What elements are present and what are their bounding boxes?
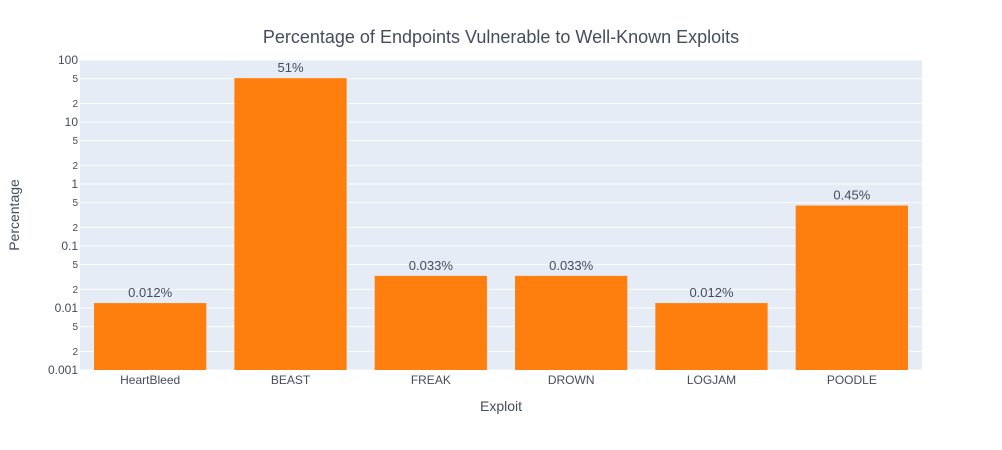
bar-freak [374,275,487,370]
y-tick-label: 10 [65,115,79,129]
x-tick-label-freak: FREAK [411,373,451,387]
data-label-freak: 0.033% [409,258,454,273]
y-minor-tick-label: 5 [72,198,78,209]
y-tick-label: 0.001 [48,363,78,377]
y-minor-tick-label: 5 [72,260,78,271]
bar-drown [515,275,628,370]
y-axis-ticks: 0.001 0.01 0.1 1 10 100 2 5 2 5 2 5 2 5 2 5 [48,53,78,377]
y-minor-tick-label: 5 [72,74,78,85]
x-tick-label-poodle: POODLE [827,373,877,387]
data-labels: 0.012% 51% 0.033% 0.033% 0.012% 0.45% [128,60,871,300]
x-tick-label-heartbleed: HeartBleed [120,373,180,387]
y-tick-label: 0.1 [61,239,78,253]
y-axis-title: Percentage [6,179,22,251]
gridlines [80,59,922,371]
data-label-beast: 51% [277,60,303,75]
x-tick-label-logjam: LOGJAM [687,373,736,387]
y-tick-label: 0.01 [55,301,79,315]
y-tick-label: 1 [71,177,78,191]
data-label-drown: 0.033% [549,258,594,273]
bar-logjam [655,303,768,370]
x-tick-label-beast: BEAST [271,373,311,387]
x-tick-label-drown: DROWN [548,373,595,387]
y-minor-tick-label: 5 [72,322,78,333]
x-axis-title: Exploit [480,398,522,414]
y-minor-tick-label: 2 [72,223,78,234]
y-minor-tick-label: 2 [72,285,78,296]
bar-beast [234,78,347,370]
chart-title: Percentage of Endpoints Vulnerable to We… [263,27,739,47]
data-label-poodle: 0.45% [833,188,870,203]
bar-poodle [795,205,908,370]
bars [94,78,908,370]
y-tick-label: 100 [58,53,78,67]
plot-background [80,60,922,370]
y-minor-tick-label: 2 [72,99,78,110]
data-label-heartbleed: 0.012% [128,285,173,300]
bar-heartbleed [94,303,207,370]
x-axis-ticks: HeartBleed BEAST FREAK DROWN LOGJAM POODLE [120,373,877,387]
y-minor-tick-label: 2 [72,161,78,172]
y-minor-tick-label: 2 [72,347,78,358]
data-label-logjam: 0.012% [689,285,734,300]
y-minor-tick-label: 5 [72,136,78,147]
